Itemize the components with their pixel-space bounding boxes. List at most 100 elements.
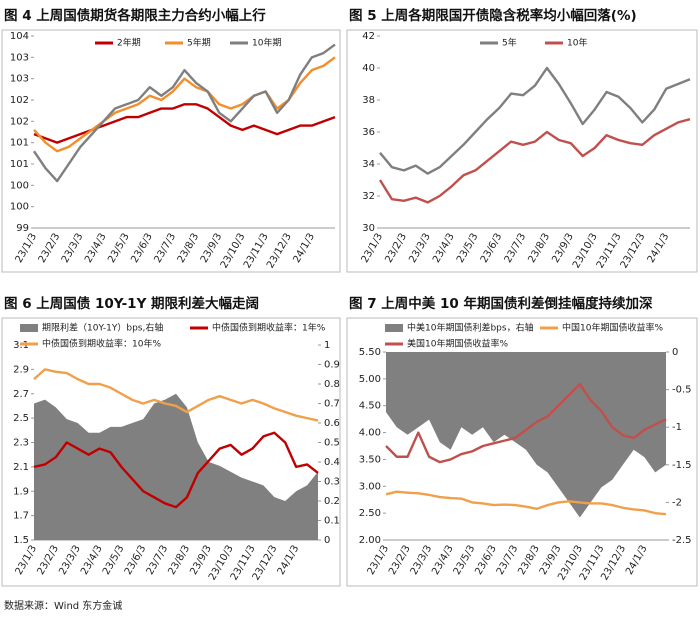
legend-label: 2年期 (117, 37, 141, 49)
y-tick-label: 2.1 (13, 462, 29, 473)
y-tick-label: 2.7 (13, 389, 29, 400)
x-tick-label: 23/8/3 (176, 232, 202, 265)
y-tick-label: 38 (362, 95, 375, 106)
legend-label: 期限利差（10Y-1Y）bps,右轴 (42, 322, 163, 334)
x-tick-label: 23/9/3 (550, 232, 576, 265)
y2-tick-label: 0 (324, 535, 330, 546)
legend-label: 5年 (502, 37, 517, 49)
source-note: 数据来源：Wind 东方金诚 (4, 599, 122, 612)
y-tick-label: 3.00 (359, 481, 381, 492)
x-tick-label: 23/3/3 (60, 232, 86, 265)
y-tick-label: 36 (362, 127, 375, 138)
legend-label: 10年 (567, 37, 587, 49)
y2-tick-label: 0.9 (324, 360, 340, 371)
x-tick-label: 23/1/3 (360, 232, 386, 265)
y-tick-label: 100 (10, 180, 29, 191)
y2-tick-label: -2.5 (672, 535, 692, 546)
y2-tick-label: 0.2 (324, 496, 340, 507)
legend-swatch (20, 324, 38, 332)
legend-label: 10年期 (252, 37, 281, 49)
x-tick-label: 23/2/3 (37, 232, 63, 265)
y-tick-label: 103 (10, 74, 29, 85)
x-tick-label: 23/7/3 (152, 232, 178, 265)
y-tick-label: 2.9 (13, 364, 29, 375)
chart-title: 图 6 上周国债 10Y-1Y 期限利差大幅走阔 (4, 295, 259, 312)
legend-label: 美国10年期国债收益率% (407, 338, 508, 350)
x-tick-label: 23/2/3 (383, 232, 409, 265)
y-tick-label: 99 (16, 223, 29, 234)
y-tick-label: 102 (10, 116, 29, 127)
x-tick-label: 23/7/3 (503, 232, 529, 265)
legend-label: 中债国债到期收益率：10年% (42, 338, 161, 350)
y-tick-label: 5.50 (359, 347, 381, 358)
x-tick-label: 23/3/3 (407, 232, 433, 265)
y-tick-label: 3.50 (359, 454, 381, 465)
y-tick-label: 2.5 (13, 413, 29, 424)
y-tick-label: 1.7 (13, 511, 29, 522)
y2-tick-label: -1 (672, 422, 682, 433)
y-tick-label: 32 (362, 191, 375, 202)
area (34, 393, 318, 540)
line (33, 43, 336, 183)
x-tick-label: 24/1/3 (291, 232, 317, 265)
y2-tick-label: -1.5 (672, 460, 692, 471)
panel (1, 317, 341, 587)
y2-tick-label: 0.1 (324, 516, 340, 527)
line (385, 383, 667, 464)
y-tick-label: 42 (362, 31, 375, 42)
line (385, 490, 667, 516)
x-tick-label: 23/1/3 (14, 232, 40, 265)
x-tick-label: 23/4/3 (83, 232, 109, 265)
line (33, 431, 319, 509)
y-tick-label: 4.50 (359, 401, 381, 412)
y2-tick-label: 0.6 (324, 418, 340, 429)
panel (1, 29, 341, 273)
line (33, 368, 319, 422)
y2-tick-label: -0.5 (672, 385, 692, 396)
legend-swatch (385, 324, 403, 332)
y-tick-label: 2.00 (359, 535, 381, 546)
line (378, 118, 691, 204)
x-tick-label: 24/1/3 (646, 232, 672, 265)
y2-tick-label: 0.4 (324, 457, 340, 468)
line (379, 66, 691, 175)
y2-tick-label: 0.8 (324, 379, 340, 390)
x-tick-label: 23/4/3 (431, 232, 457, 265)
chart-title: 图 7 上周中美 10 年期国债利差倒挂幅度持续加深 (349, 295, 653, 312)
y2-tick-label: -2 (672, 497, 682, 508)
y-tick-label: 102 (10, 95, 29, 106)
y-tick-label: 40 (362, 63, 375, 74)
chart-title: 图 5 上周各期限国开债隐含税率均小幅回落(%) (349, 7, 637, 24)
y-tick-label: 2.50 (359, 508, 381, 519)
panel (346, 29, 698, 273)
y-tick-label: 5.00 (359, 374, 381, 385)
y-tick-label: 4.00 (359, 428, 381, 439)
y-tick-label: 2.3 (13, 438, 29, 449)
y-tick-label: 104 (10, 31, 29, 42)
y-tick-label: 34 (362, 159, 375, 170)
legend-label: 中美10年期国债利差bps，右轴 (407, 322, 534, 334)
line (33, 103, 336, 144)
x-tick-label: 23/5/3 (106, 232, 132, 265)
y-tick-label: 30 (362, 223, 375, 234)
y-tick-label: 1.9 (13, 486, 29, 497)
legend-label: 5年期 (187, 37, 211, 49)
y2-tick-label: 0.7 (324, 399, 340, 410)
x-tick-label: 23/8/3 (526, 232, 552, 265)
legend-label: 中债国债到期收益率：1年% (212, 322, 326, 334)
y2-tick-label: 0 (672, 347, 678, 358)
y-tick-label: 101 (10, 138, 29, 149)
y-tick-label: 101 (10, 159, 29, 170)
x-tick-label: 24/1/3 (624, 544, 650, 577)
x-tick-label: 23/6/3 (129, 232, 155, 265)
area (386, 352, 666, 518)
x-tick-label: 23/5/3 (455, 232, 481, 265)
y-tick-label: 103 (10, 52, 29, 63)
y-tick-label: 100 (10, 202, 29, 213)
y-tick-label: 1.5 (13, 535, 29, 546)
x-tick-label: 23/6/3 (479, 232, 505, 265)
y2-tick-label: 0.5 (324, 438, 340, 449)
y2-tick-label: 1 (324, 340, 330, 351)
legend-label: 中国10年期国债收益率% (562, 322, 663, 334)
